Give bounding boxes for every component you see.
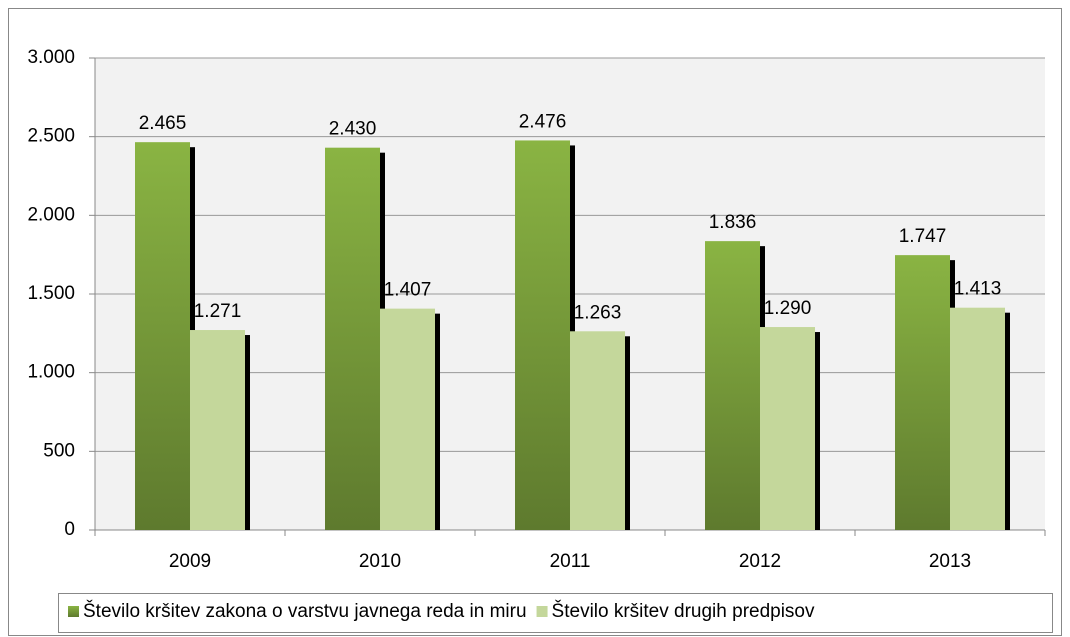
data-label: 1.407 [384, 280, 432, 301]
bar-shadow [815, 332, 820, 530]
bar [570, 331, 625, 530]
legend-label: Število kršitev drugih predpisov [552, 600, 815, 622]
x-tick-label: 2013 [929, 551, 971, 572]
bar [705, 241, 760, 531]
data-label: 2.465 [139, 113, 187, 134]
y-tick-label: 1.500 [27, 283, 75, 304]
legend-swatch [536, 606, 548, 617]
y-tick-label: 0 [64, 519, 75, 540]
x-tick-label: 2011 [550, 551, 591, 572]
bar [515, 140, 570, 530]
bar-shadow [625, 336, 630, 530]
bar-shadow [245, 335, 250, 530]
y-tick-label: 2.500 [27, 126, 75, 147]
y-tick-label: 3.000 [27, 47, 75, 68]
data-label: 1.836 [709, 212, 757, 233]
data-label: 1.263 [574, 302, 622, 323]
bar [760, 327, 815, 530]
bar-shadow [435, 313, 440, 530]
bar-shadow [1005, 312, 1010, 530]
bar [950, 307, 1005, 530]
data-label: 1.413 [954, 279, 1002, 300]
y-tick-label: 500 [43, 440, 75, 461]
bar [325, 147, 380, 530]
bar [895, 255, 950, 530]
y-tick-label: 2.000 [27, 204, 75, 225]
y-tick-label: 1.000 [27, 362, 75, 383]
legend-label: Število kršitev zakona o varstvu javnega… [83, 600, 527, 622]
data-label: 1.747 [899, 226, 947, 247]
legend-swatch [68, 606, 79, 617]
bar [190, 330, 245, 530]
legend-box [58, 593, 1053, 633]
data-label: 1.290 [764, 298, 812, 319]
x-tick-label: 2012 [739, 551, 781, 572]
bar [380, 308, 435, 530]
bar [135, 142, 190, 530]
x-tick-label: 2009 [169, 551, 211, 572]
data-label: 2.430 [329, 119, 377, 140]
data-label: 2.476 [519, 111, 567, 132]
x-tick-label: 2010 [359, 551, 401, 572]
data-label: 1.271 [194, 301, 242, 322]
